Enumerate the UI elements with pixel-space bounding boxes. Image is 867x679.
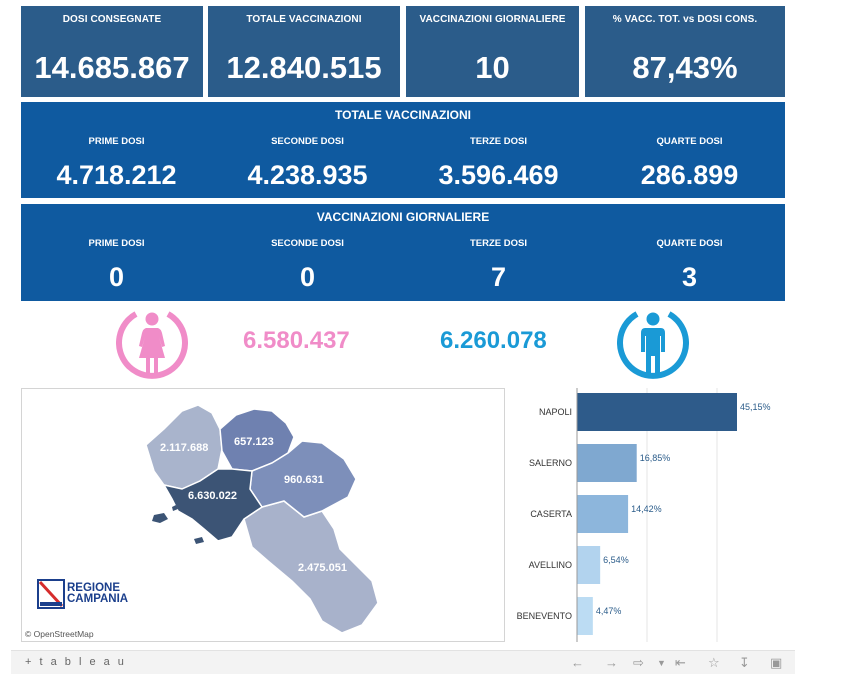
col-value: 3.596.469 [438, 160, 559, 190]
kpi-value: 14.685.867 [34, 50, 190, 85]
download-icon[interactable]: ↧ [739, 655, 750, 670]
kpi-totale-vaccinazioni: TOTALE VACCINAZIONI 12.840.515 [208, 6, 400, 97]
bar-category-label: AVELLINO [529, 560, 572, 570]
province-benevento[interactable] [219, 408, 295, 472]
vaccinazioni-giornaliere-panel: VACCINAZIONI GIORNALIERE PRIME DOSI 0 SEC… [21, 204, 785, 301]
male-icon [617, 311, 689, 379]
province-napoli[interactable] [162, 468, 264, 542]
island-capri [194, 537, 204, 544]
col-value: 3 [681, 262, 698, 292]
undo-icon[interactable]: ← [571, 655, 584, 670]
col-value: 4.238.935 [247, 160, 368, 190]
map-label-salerno: 2.475.051 [298, 562, 347, 574]
dropdown-icon[interactable]: ▼ [657, 658, 666, 668]
map-label-avellino: 960.631 [284, 474, 324, 486]
totale-vaccinazioni-panel: TOTALE VACCINAZIONI PRIME DOSI 4.718.212 … [21, 102, 785, 198]
female-value: 6.580.437 [243, 327, 350, 354]
bar-value-label: 45,15% [740, 402, 771, 412]
bar-value-label: 4,47% [596, 606, 622, 616]
panel-title: TOTALE VACCINAZIONI [335, 108, 471, 122]
bar-benevento[interactable] [577, 597, 593, 635]
tableau-toolbar: + t a b l e a u ← → ⇨ ▼ ⇤ ☆ ↧ ▣ [11, 650, 795, 674]
col-label: TERZE DOSI [469, 238, 527, 249]
col-label: PRIME DOSI [88, 136, 145, 147]
bar-caserta[interactable] [577, 495, 629, 533]
bar-napoli[interactable] [577, 393, 737, 431]
logo-line1: REGIONE [67, 582, 120, 594]
bar-category-label: CASERTA [530, 509, 572, 519]
col-label: QUARTE DOSI [656, 136, 723, 147]
logo-line2: CAMPANIA [67, 593, 128, 605]
male-value: 6.260.078 [440, 327, 547, 354]
tableau-logo[interactable]: + t a b l e a u [25, 656, 127, 668]
bar-value-label: 16,85% [640, 453, 671, 463]
regione-campania-logo: REGIONE CAMPANIA [37, 579, 128, 609]
kpi-value: 12.840.515 [226, 50, 382, 85]
col-value: 0 [299, 262, 316, 292]
map-canvas: 2.117.688 657.123 960.631 6.630.022 2.47… [37, 404, 379, 634]
col-label: SECONDE DOSI [271, 238, 344, 249]
redo-icon[interactable]: → [605, 655, 618, 670]
kpi-label: DOSI CONSEGNATE [62, 14, 162, 25]
campania-map[interactable]: 2.117.688 657.123 960.631 6.630.022 2.47… [21, 388, 505, 642]
col-label: TERZE DOSI [469, 136, 527, 147]
revert-icon[interactable]: ⇨ [633, 655, 644, 670]
bar-avellino[interactable] [577, 546, 601, 584]
bar-category-label: BENEVENTO [517, 611, 572, 621]
bar-chart-canvas: NAPOLI 45,15% SALERNO 16,85% CASERTA 14,42% AV… [517, 388, 771, 642]
kpi-label: VACCINAZIONI GIORNALIERE [419, 14, 566, 25]
col-label: PRIME DOSI [88, 238, 145, 249]
bar-value-label: 6,54% [603, 555, 629, 565]
col-value: 7 [490, 262, 507, 292]
revert-all-icon[interactable]: ⇤ [675, 655, 686, 670]
bar-category-label: SALERNO [529, 458, 572, 468]
bar-salerno[interactable] [577, 444, 637, 482]
share-icon[interactable]: ☆ [708, 655, 720, 670]
female-icon [116, 311, 188, 379]
map-label-benevento: 657.123 [234, 436, 274, 448]
col-label: QUARTE DOSI [656, 238, 723, 249]
kpi-vaccinazioni-giornaliere: VACCINAZIONI GIORNALIERE 10 [406, 6, 579, 97]
island-ischia [152, 513, 168, 523]
kpi-value: 87,43% [632, 50, 738, 85]
bar-value-label: 14,42% [631, 504, 662, 514]
kpi-value: 10 [475, 50, 510, 85]
col-label: SECONDE DOSI [271, 136, 344, 147]
panel-title: VACCINAZIONI GIORNALIERE [316, 210, 490, 224]
map-label-caserta: 2.117.688 [160, 442, 208, 454]
province-bar-chart: NAPOLI 45,15% SALERNO 16,85% CASERTA 14,42% AV… [505, 388, 805, 642]
bar-category-label: NAPOLI [539, 407, 572, 417]
map-label-napoli: 6.630.022 [188, 490, 237, 502]
kpi-label: TOTALE VACCINAZIONI [246, 14, 362, 25]
col-value: 4.718.212 [56, 160, 177, 190]
fullscreen-icon[interactable]: ▣ [770, 655, 783, 670]
island-procida [172, 505, 178, 511]
map-attribution[interactable]: © OpenStreetMap [25, 629, 94, 639]
kpi-dosi-consegnate: DOSI CONSEGNATE 14.685.867 [21, 6, 203, 97]
province-avellino[interactable] [249, 440, 357, 518]
col-value: 286.899 [640, 160, 739, 190]
kpi-label: % VACC. TOT. vs DOSI CONS. [612, 14, 758, 25]
col-value: 0 [108, 262, 125, 292]
kpi-percentuale: % VACC. TOT. vs DOSI CONS. 87,43% [585, 6, 785, 97]
